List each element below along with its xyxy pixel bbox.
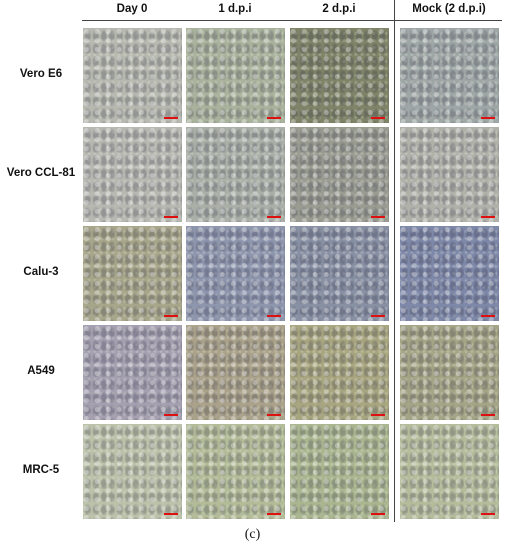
scale-bar xyxy=(371,513,385,515)
scale-bar xyxy=(371,315,385,317)
micrograph xyxy=(400,226,499,321)
scale-bar xyxy=(164,216,178,218)
micrograph xyxy=(83,28,182,123)
micrograph xyxy=(400,424,499,519)
scale-bar xyxy=(164,513,178,515)
micrograph xyxy=(186,424,285,519)
scale-bar xyxy=(481,513,495,515)
scale-bar xyxy=(481,216,495,218)
scale-bar xyxy=(267,513,281,515)
column-header: Day 0 xyxy=(116,3,148,15)
micrograph xyxy=(290,28,389,123)
scale-bar xyxy=(267,216,281,218)
micrograph xyxy=(186,226,285,321)
caption: (c) xyxy=(244,527,261,542)
micrograph xyxy=(186,28,285,123)
column-header: Mock (2 d.p.i) xyxy=(412,3,486,15)
scale-bar xyxy=(267,414,281,416)
micrograph xyxy=(83,325,182,420)
scale-bar xyxy=(267,315,281,317)
micrograph xyxy=(290,424,389,519)
micrograph xyxy=(83,424,182,519)
row-label: Vero CCL-81 xyxy=(6,167,76,179)
scale-bar xyxy=(164,414,178,416)
row-label: MRC-5 xyxy=(22,464,60,476)
header-rule xyxy=(82,20,502,21)
mock-separator xyxy=(394,0,395,522)
scale-bar xyxy=(267,117,281,119)
column-header: 1 d.p.i xyxy=(218,3,252,15)
micrograph xyxy=(186,325,285,420)
micrograph xyxy=(400,325,499,420)
scale-bar xyxy=(164,117,178,119)
micrograph xyxy=(290,127,389,222)
row-label: Calu-3 xyxy=(23,266,59,278)
micrograph xyxy=(400,28,499,123)
scale-bar xyxy=(481,117,495,119)
micrograph xyxy=(83,127,182,222)
scale-bar xyxy=(164,315,178,317)
micrograph xyxy=(400,127,499,222)
scale-bar xyxy=(371,414,385,416)
scale-bar xyxy=(481,414,495,416)
column-header: 2 d.p.i xyxy=(322,3,356,15)
micrograph xyxy=(290,226,389,321)
row-label: A549 xyxy=(27,365,55,377)
scale-bar xyxy=(371,117,385,119)
micrograph xyxy=(290,325,389,420)
scale-bar xyxy=(481,315,495,317)
micrograph xyxy=(186,127,285,222)
scale-bar xyxy=(371,216,385,218)
row-label: Vero E6 xyxy=(19,68,63,80)
micrograph xyxy=(83,226,182,321)
